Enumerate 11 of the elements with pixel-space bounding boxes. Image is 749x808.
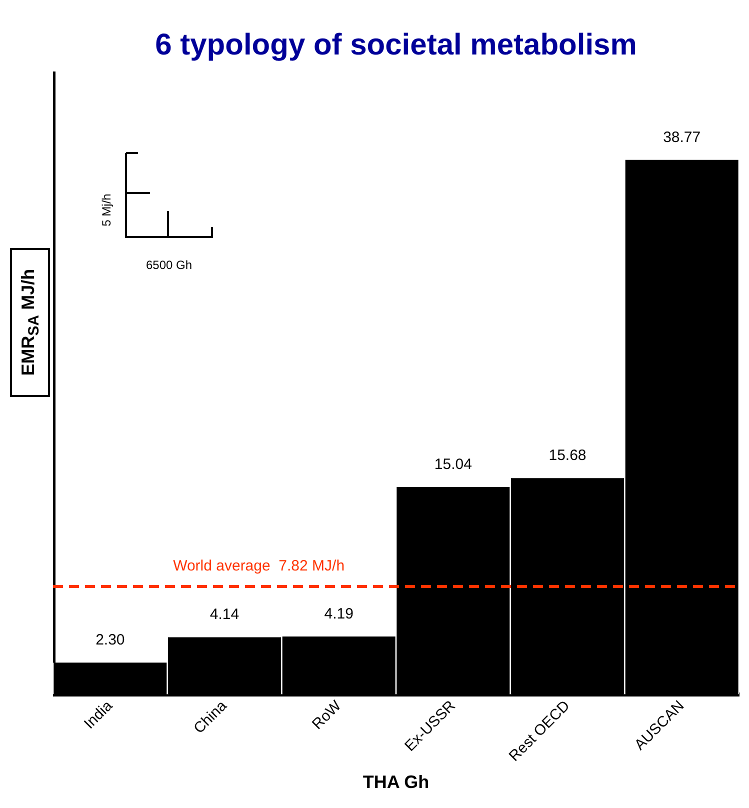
data-label: 4.19 bbox=[324, 606, 354, 623]
data-label: 15.04 bbox=[434, 456, 472, 473]
data-label: 4.14 bbox=[210, 606, 240, 624]
annotation: 5 Mj/h bbox=[99, 194, 114, 226]
chart-title: 6 typology of societal metabolism bbox=[155, 28, 637, 62]
annotation: 6500 Gh bbox=[146, 258, 192, 272]
ref-line-label: World average 7.82 MJ/h bbox=[173, 557, 345, 574]
data-label: 15.68 bbox=[548, 447, 586, 464]
data-label: 38.77 bbox=[663, 128, 701, 146]
x-axis-title: THA Gh bbox=[362, 772, 430, 792]
data-label: 2.30 bbox=[96, 632, 125, 649]
